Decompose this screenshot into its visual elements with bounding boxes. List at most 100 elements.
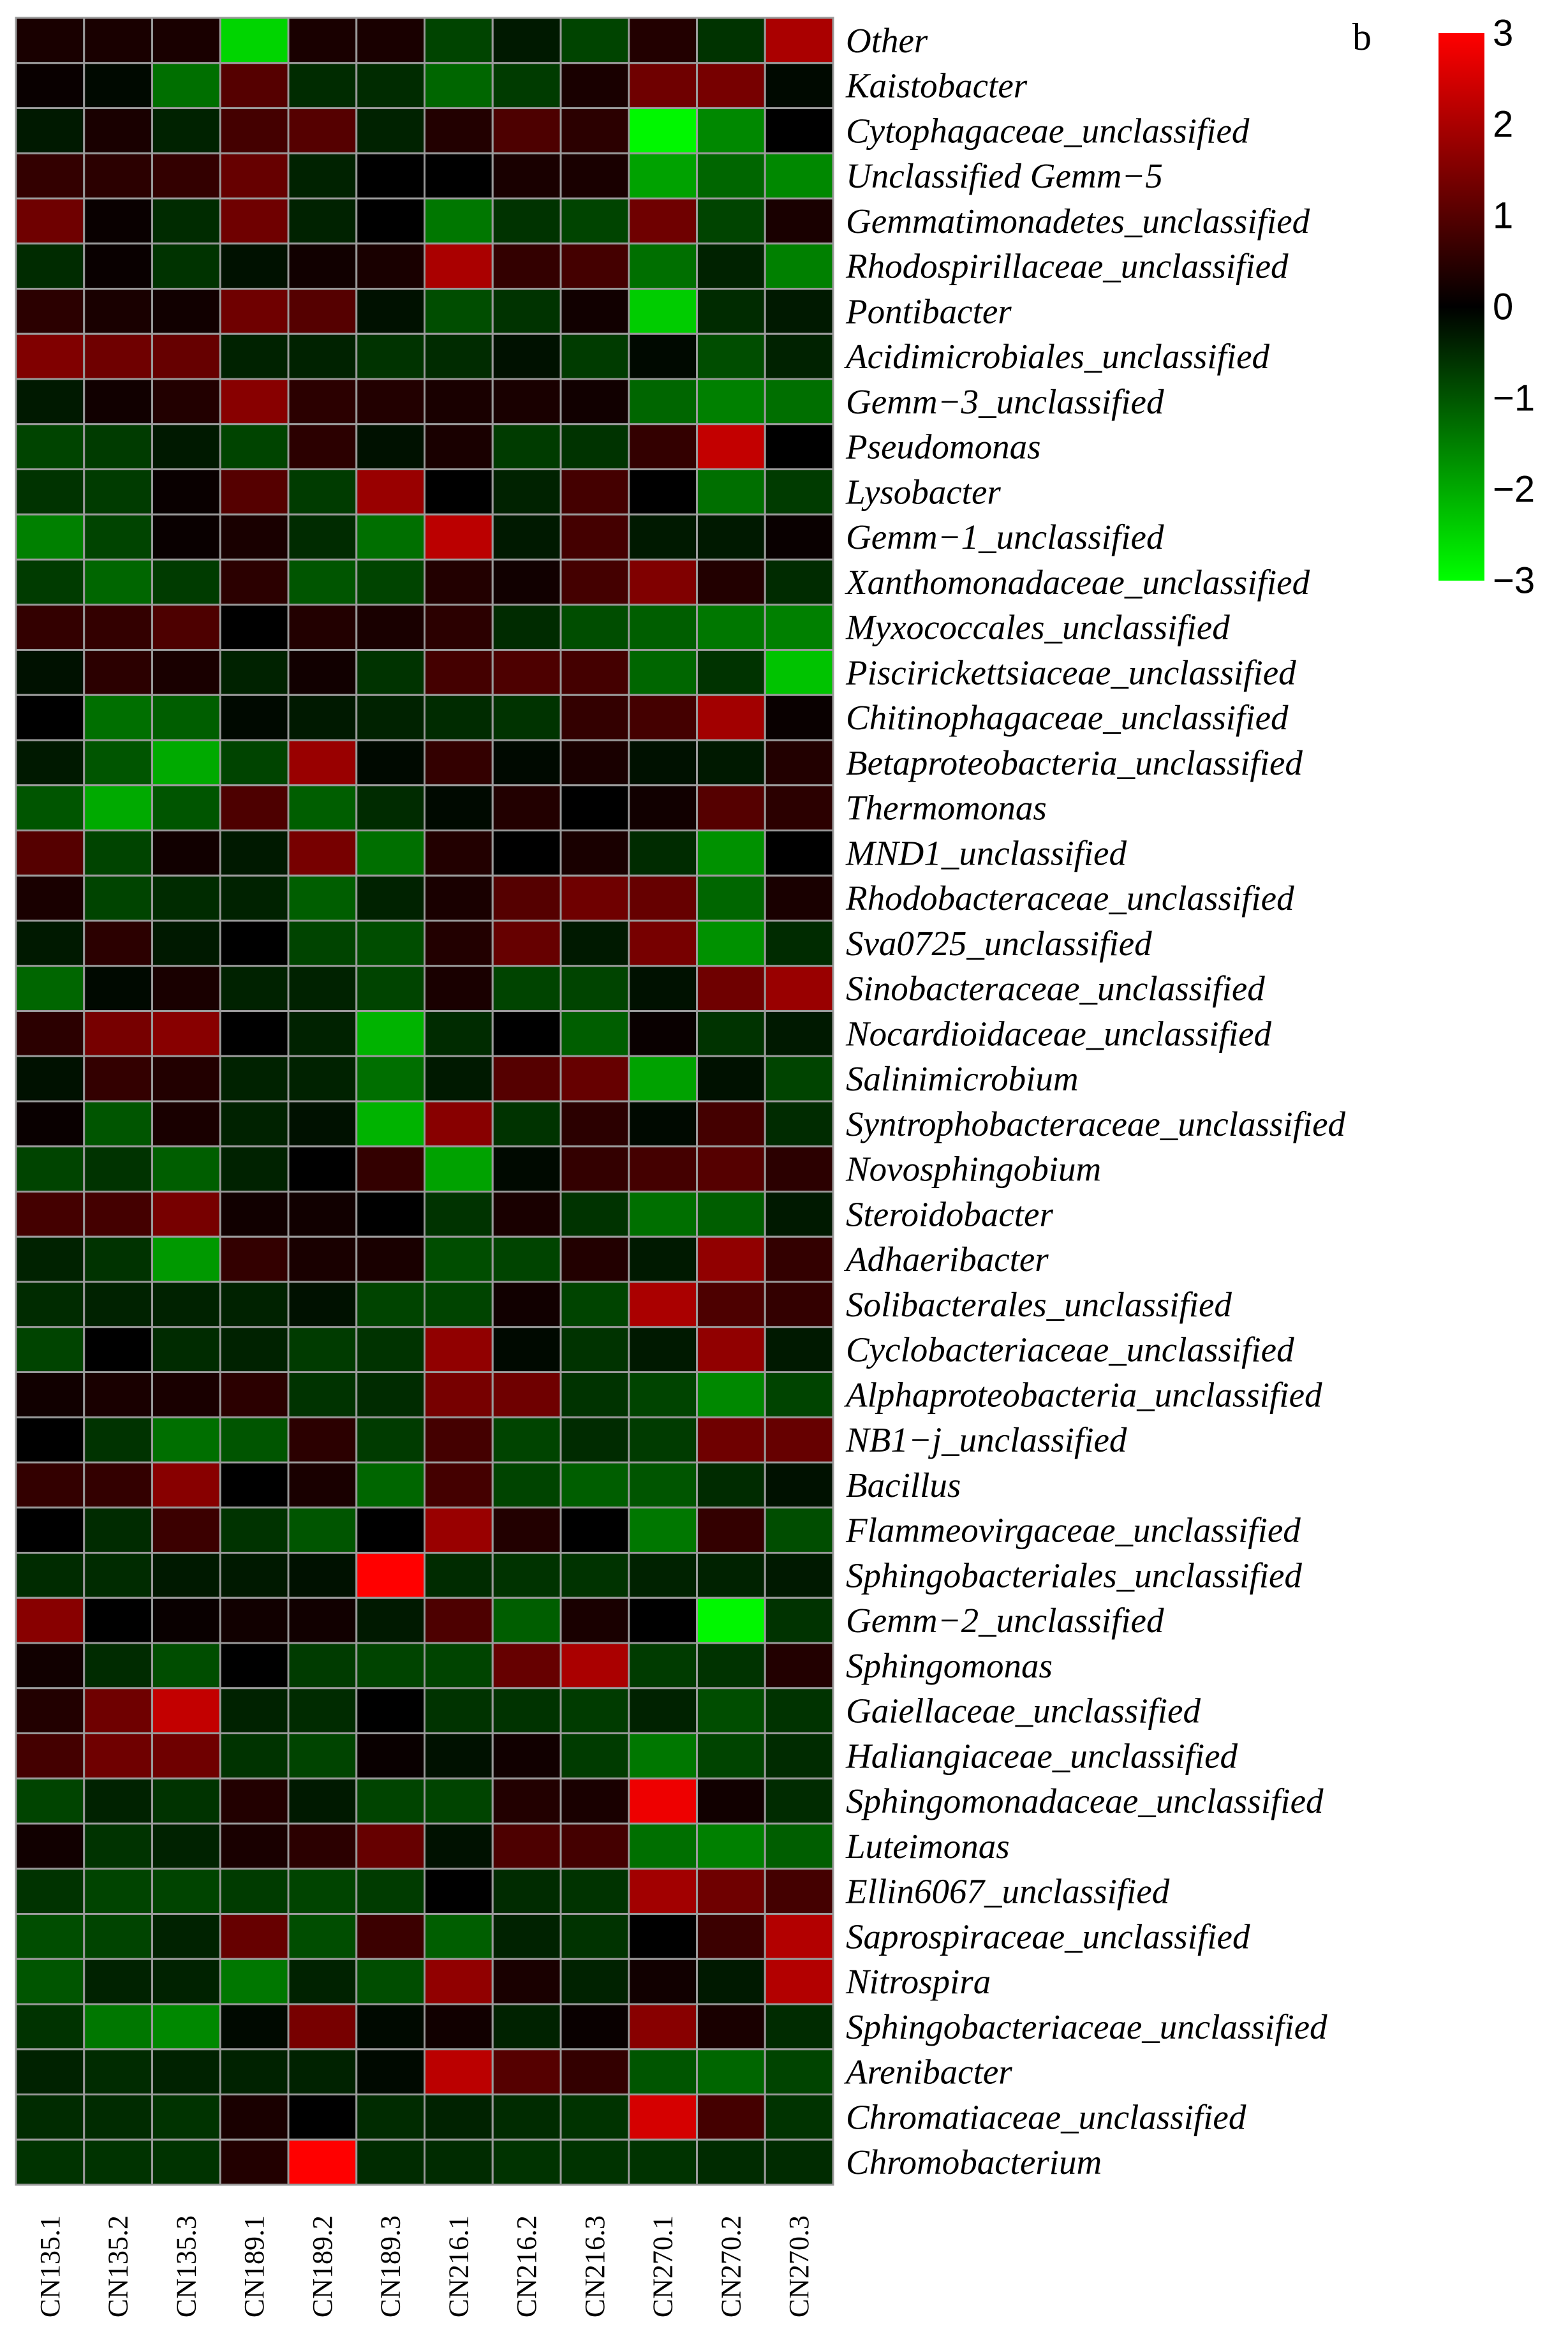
heatmap-cell-sphingobacteriaceae-unclassified-cn216-2: [491, 2003, 562, 2051]
heatmap-cell-pseudomonas-cn135-2: [83, 423, 153, 470]
heatmap-cell-haliangiaceae-unclassified-cn270-1: [628, 1732, 698, 1780]
heatmap-cell-solibacterales-unclassified-cn135-2: [83, 1281, 153, 1328]
heatmap-cell-acidimicrobiales-unclassified-cn189-2: [287, 332, 358, 380]
heatmap-cell-kaistobacter-cn189-3: [355, 62, 425, 109]
heatmap-cell-solibacterales-unclassified-cn189-2: [287, 1281, 358, 1328]
heatmap-cell-kaistobacter-cn270-1: [628, 62, 698, 109]
column-label-cn270-1: CN270.1: [647, 2215, 679, 2317]
heatmap-cell-piscirickettsiaceae-unclassified-cn270-1: [628, 649, 698, 696]
heatmap-cell-bacillus-cn135-2: [83, 1461, 153, 1509]
column-label-cn189-2: CN189.2: [307, 2215, 338, 2317]
heatmap-cell-pseudomonas-cn270-3: [764, 423, 834, 470]
heatmap-cell-nb1-j-unclassified-cn189-1: [219, 1416, 290, 1464]
heatmap-cell-sva0725-unclassified-cn216-2: [491, 919, 562, 967]
row-label-nocardioidaceae-unclassified: Nocardioidaceae_unclassified: [845, 1014, 1272, 1053]
heatmap-cell-bacillus-cn189-2: [287, 1461, 358, 1509]
heatmap-cell-steroidobacter-cn189-2: [287, 1191, 358, 1238]
heatmap-cell-acidimicrobiales-unclassified-cn135-2: [83, 332, 153, 380]
heatmap-cell-chitinophagaceae-unclassified-cn270-2: [696, 694, 766, 741]
heatmap-cell-betaproteobacteria-unclassified-cn270-3: [764, 739, 834, 787]
heatmap-cell-mnd1-unclassified-cn216-3: [559, 829, 630, 877]
heatmap-cell-ellin6067-unclassified-cn189-2: [287, 1868, 358, 1915]
row-label-acidimicrobiales-unclassified: Acidimicrobiales_unclassified: [843, 337, 1269, 376]
heatmap-cell-nb1-j-unclassified-cn135-2: [83, 1416, 153, 1464]
heatmap-cell-sva0725-unclassified-cn270-3: [764, 919, 834, 967]
heatmap-cell-nb1-j-unclassified-cn216-2: [491, 1416, 562, 1464]
heatmap-cell-arenibacter-cn270-3: [764, 2048, 834, 2095]
heatmap-cell-lysobacter-cn216-2: [491, 468, 562, 516]
heatmap-cell-flammeovirgaceae-unclassified-cn216-1: [424, 1506, 494, 1554]
heatmap-cell-sphingobacteriaceae-unclassified-cn270-3: [764, 2003, 834, 2051]
heatmap-cell-other-cn135-2: [83, 17, 153, 64]
heatmap-cell-cyclobacteriaceae-unclassified-cn270-3: [764, 1326, 834, 1373]
heatmap-cell-mnd1-unclassified-cn270-3: [764, 829, 834, 877]
heatmap-cell-acidimicrobiales-unclassified-cn135-3: [151, 332, 221, 380]
heatmap-cell-gaiellaceae-unclassified-cn270-1: [628, 1687, 698, 1734]
heatmap-cell-nocardioidaceae-unclassified-cn189-3: [355, 1010, 425, 1057]
column-label-cn216-3: CN216.3: [579, 2215, 610, 2317]
heatmap-cell-chitinophagaceae-unclassified-cn135-3: [151, 694, 221, 741]
heatmap-cell-adhaeribacter-cn135-1: [15, 1235, 85, 1283]
heatmap-cell-piscirickettsiaceae-unclassified-cn189-1: [219, 649, 290, 696]
heatmap-cell-gemm-1-unclassified-cn216-2: [491, 513, 562, 561]
heatmap-cell-flammeovirgaceae-unclassified-cn216-3: [559, 1506, 630, 1554]
legend-tick-label: 1: [1493, 195, 1513, 237]
heatmap-cell-lysobacter-cn270-1: [628, 468, 698, 516]
heatmap-cell-sphingobacteriales-unclassified-cn189-3: [355, 1552, 425, 1599]
row-label-betaproteobacteria-unclassified: Betaproteobacteria_unclassified: [846, 743, 1303, 782]
heatmap-cell-chromatiaceae-unclassified-cn270-1: [628, 2093, 698, 2141]
heatmap-cell-adhaeribacter-cn135-3: [151, 1235, 221, 1283]
row-label-sphingomonas: Sphingomonas: [846, 1646, 1053, 1685]
heatmap-cell-betaproteobacteria-unclassified-cn270-2: [696, 739, 766, 787]
heatmap-cell-other-cn270-1: [628, 17, 698, 64]
heatmap-cell-sphingobacteriales-unclassified-cn216-3: [559, 1552, 630, 1599]
heatmap-cell-sphingobacteriales-unclassified-cn216-1: [424, 1552, 494, 1599]
heatmap-cell-alphaproteobacteria-unclassified-cn216-2: [491, 1371, 562, 1418]
column-label-cn216-2: CN216.2: [511, 2215, 542, 2317]
heatmap-cell-alphaproteobacteria-unclassified-cn135-1: [15, 1371, 85, 1418]
heatmap-cell-sphingobacteriaceae-unclassified-cn189-2: [287, 2003, 358, 2051]
heatmap-cell-lysobacter-cn270-3: [764, 468, 834, 516]
heatmap-cell-solibacterales-unclassified-cn216-2: [491, 1281, 562, 1328]
heatmap-cell-gemm-3-unclassified-cn189-2: [287, 378, 358, 426]
heatmap-cell-gemm-2-unclassified-cn216-3: [559, 1596, 630, 1644]
heatmap-cell-nitrospira-cn270-3: [764, 1958, 834, 2005]
heatmap-cell-pontibacter-cn135-3: [151, 288, 221, 335]
heatmap-cell-gemmatimonadetes-unclassified-cn270-1: [628, 197, 698, 245]
heatmap-cell-kaistobacter-cn189-1: [219, 62, 290, 109]
heatmap-cell-gemm-1-unclassified-cn189-2: [287, 513, 358, 561]
heatmap-cell-gemmatimonadetes-unclassified-cn270-3: [764, 197, 834, 245]
heatmap-cell-nocardioidaceae-unclassified-cn135-2: [83, 1010, 153, 1057]
heatmap-cell-cytophagaceae-unclassified-cn270-3: [764, 107, 834, 154]
heatmap-cell-syntrophobacteraceae-unclassified-cn270-3: [764, 1100, 834, 1148]
heatmap-cell-sva0725-unclassified-cn216-3: [559, 919, 630, 967]
heatmap-cell-sphingobacteriales-unclassified-cn135-1: [15, 1552, 85, 1599]
heatmap-cell-sphingobacteriales-unclassified-cn135-3: [151, 1552, 221, 1599]
heatmap-cell-steroidobacter-cn189-3: [355, 1191, 425, 1238]
heatmap-cell-sphingobacteriaceae-unclassified-cn135-3: [151, 2003, 221, 2051]
heatmap-cell-steroidobacter-cn135-1: [15, 1191, 85, 1238]
heatmap-cell-piscirickettsiaceae-unclassified-cn270-2: [696, 649, 766, 696]
heatmap-cell-flammeovirgaceae-unclassified-cn216-2: [491, 1506, 562, 1554]
heatmap-cell-cytophagaceae-unclassified-cn216-2: [491, 107, 562, 154]
heatmap-cell-ellin6067-unclassified-cn216-1: [424, 1868, 494, 1915]
heatmap-cell-lysobacter-cn270-2: [696, 468, 766, 516]
heatmap-cell-arenibacter-cn270-2: [696, 2048, 766, 2095]
heatmap-cell-sphingomonas-cn270-3: [764, 1642, 834, 1690]
heatmap-cell-cyclobacteriaceae-unclassified-cn216-2: [491, 1326, 562, 1373]
heatmap-cell-nocardioidaceae-unclassified-cn216-1: [424, 1010, 494, 1057]
heatmap-cell-nitrospira-cn216-2: [491, 1958, 562, 2005]
heatmap-cell-syntrophobacteraceae-unclassified-cn189-2: [287, 1100, 358, 1148]
column-label-cn135-3: CN135.3: [170, 2215, 202, 2317]
row-label-mnd1-unclassified: MND1_unclassified: [845, 833, 1127, 872]
heatmap-cell-pseudomonas-cn270-2: [696, 423, 766, 470]
heatmap-cell-nb1-j-unclassified-cn270-2: [696, 1416, 766, 1464]
heatmap-cell-rhodospirillaceae-unclassified-cn216-3: [559, 242, 630, 290]
heatmap-cell-chromatiaceae-unclassified-cn216-1: [424, 2093, 494, 2141]
heatmap-cell-salinimicrobium-cn216-1: [424, 1055, 494, 1103]
heatmap-cell-haliangiaceae-unclassified-cn216-2: [491, 1732, 562, 1780]
heatmap-cell-nocardioidaceae-unclassified-cn216-3: [559, 1010, 630, 1057]
heatmap-cell-unclassified-gemm-5-cn189-2: [287, 152, 358, 200]
heatmap-cell-haliangiaceae-unclassified-cn216-3: [559, 1732, 630, 1780]
heatmap-cell-gemm-2-unclassified-cn270-2: [696, 1596, 766, 1644]
